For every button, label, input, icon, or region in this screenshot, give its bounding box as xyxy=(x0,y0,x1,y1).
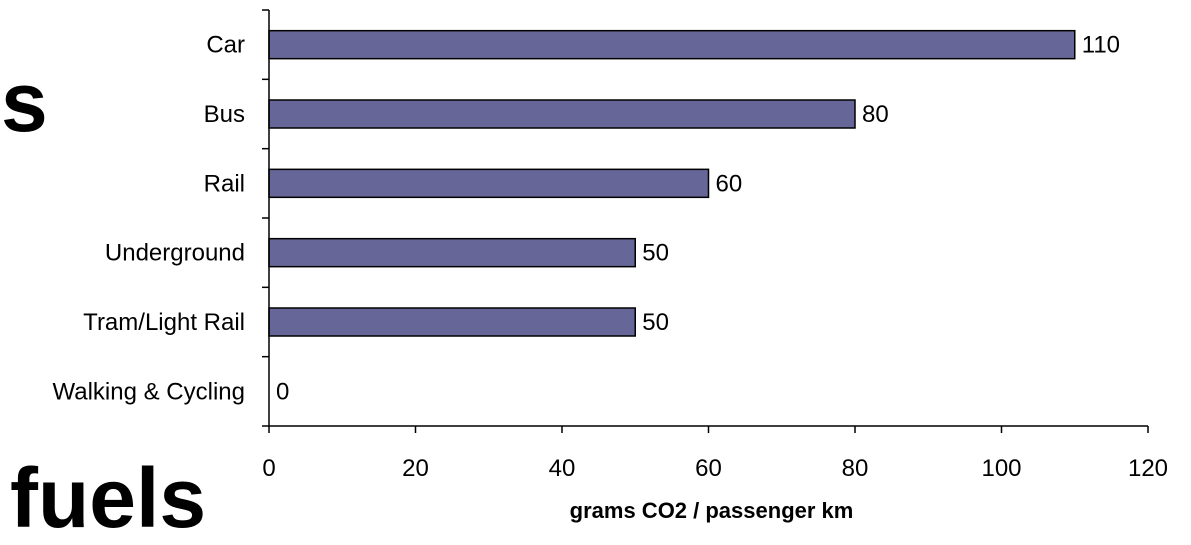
axes-group xyxy=(268,10,1148,427)
labels-group: Car 110 Bus 80 Rail 60 Underground 50 Tram/Light… xyxy=(52,32,1168,482)
data-label-5: 0 xyxy=(276,378,289,405)
category-label-0: Car xyxy=(206,32,245,59)
data-label-1: 80 xyxy=(862,101,889,128)
category-label-4: Tram/Light Rail xyxy=(83,309,245,336)
bar-4 xyxy=(268,307,636,337)
data-label-4: 50 xyxy=(642,309,669,336)
category-label-1: Bus xyxy=(204,101,245,128)
bar-2 xyxy=(268,168,710,199)
x-tick-label-0: 0 xyxy=(262,455,275,482)
x-tick-label-6: 120 xyxy=(1128,455,1168,482)
data-label-2: 60 xyxy=(716,170,743,197)
bar-1 xyxy=(268,99,856,129)
x-tick-label-2: 40 xyxy=(549,455,576,482)
bar-0 xyxy=(268,29,1076,60)
x-tick-label-3: 60 xyxy=(695,455,722,482)
data-label-3: 50 xyxy=(642,240,669,267)
bars-group xyxy=(268,29,1076,337)
category-label-2: Rail xyxy=(204,170,245,197)
background-title-fragment-top: s xyxy=(1,55,48,149)
ticks-group xyxy=(262,9,1149,433)
category-label-3: Underground xyxy=(105,240,245,267)
x-tick-label-4: 80 xyxy=(842,455,869,482)
bar-3 xyxy=(268,237,636,268)
emissions-bar-chart: Car 110 Bus 80 Rail 60 Underground 50 Tram/Light… xyxy=(52,9,1168,523)
category-label-5: Walking & Cycling xyxy=(52,378,245,405)
data-label-0: 110 xyxy=(1082,32,1120,59)
x-tick-label-1: 20 xyxy=(402,455,429,482)
x-tick-label-5: 100 xyxy=(981,455,1021,482)
x-axis-title: grams CO2 / passenger km xyxy=(570,498,854,523)
